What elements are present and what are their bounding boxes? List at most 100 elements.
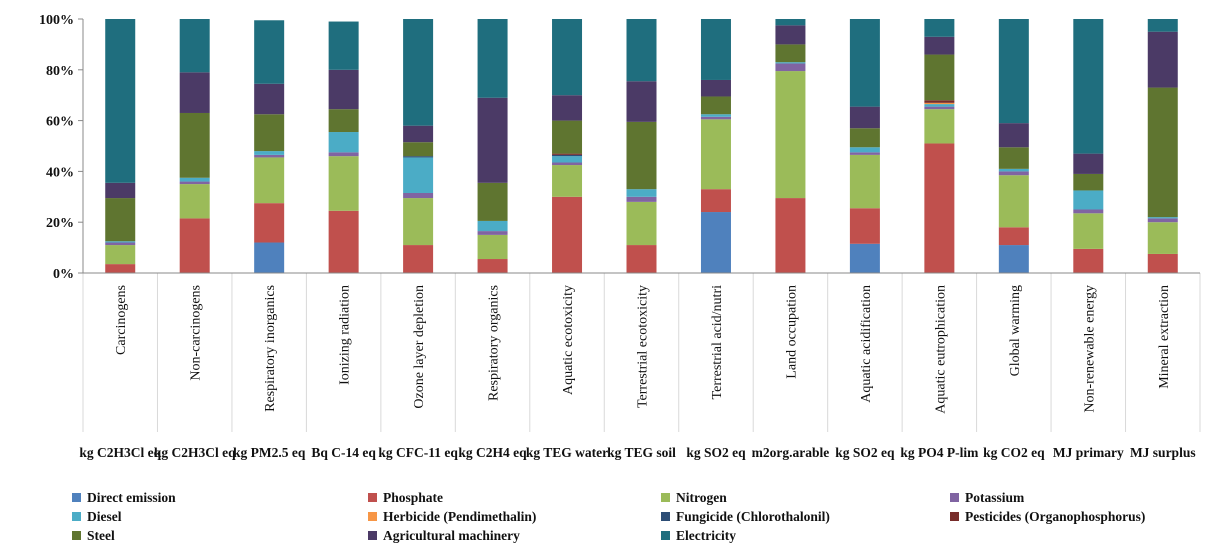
- bar-segment: [477, 220, 508, 232]
- bar-segment: [700, 189, 731, 213]
- unit-label: kg SO2 eq: [835, 445, 895, 460]
- bar-segment: [849, 152, 880, 155]
- legend-swatch: [368, 493, 377, 502]
- bar-segment: [998, 171, 1029, 176]
- bar-segment: [179, 218, 210, 273]
- bar-segment: [552, 154, 583, 157]
- bar-segment: [254, 83, 285, 115]
- bar-segment: [328, 21, 359, 70]
- bar-segment: [328, 210, 359, 273]
- bar-segment: [849, 106, 880, 129]
- unit-label: MJ surplus: [1130, 445, 1196, 460]
- bar-segment: [700, 96, 731, 115]
- legend-swatch: [661, 493, 670, 502]
- bar-segment: [254, 242, 285, 273]
- legend-swatch: [950, 512, 959, 521]
- bar-segment: [403, 245, 434, 273]
- bar-segment: [552, 120, 583, 154]
- unit-label: m2org.arable: [752, 445, 830, 460]
- bar-segment: [1073, 19, 1104, 154]
- unit-label: kg TEG water: [526, 445, 608, 460]
- bar-segment: [328, 152, 359, 157]
- bar-segment: [775, 25, 806, 45]
- bar-segment: [998, 168, 1029, 172]
- bar-segment: [254, 20, 285, 84]
- category-label: Aquatic acidification: [859, 285, 874, 403]
- bar-segment: [254, 154, 285, 158]
- bar-segment: [403, 142, 434, 157]
- bar-segment: [552, 19, 583, 96]
- plot-grid: [82, 273, 1201, 432]
- category-label: Terrestrial acid/nutri: [710, 285, 725, 400]
- bar-segment: [552, 165, 583, 197]
- category-label: Ozone layer depletion: [412, 285, 427, 409]
- bar-segment: [775, 44, 806, 63]
- bar-segment: [105, 264, 136, 273]
- category-labels: Carcinogens Non-carcinogens Respiratory in…: [114, 285, 1172, 414]
- bar-segment: [552, 156, 583, 163]
- bar-segment: [626, 19, 657, 82]
- legend-swatch: [950, 493, 959, 502]
- unit-label: kg C2H4 eq: [458, 445, 527, 460]
- bar-segment: [1147, 87, 1178, 218]
- unit-label: kg SO2 eq: [686, 445, 746, 460]
- bar-segment: [1147, 19, 1178, 32]
- unit-label: kg CFC-11 eq: [378, 445, 458, 460]
- bar-segment: [849, 154, 880, 209]
- bar-segment: [849, 208, 880, 244]
- bar-stacks: [105, 19, 1178, 273]
- y-tick-label: 40%: [46, 165, 74, 180]
- y-tick-label: 60%: [46, 115, 74, 130]
- category-label: Non-carcinogens: [189, 285, 204, 381]
- bar-segment: [552, 196, 583, 273]
- bar-segment: [998, 19, 1029, 124]
- bar-segment: [477, 97, 508, 183]
- unit-label: kg C2H3Cl eq: [154, 445, 236, 460]
- legend-swatch: [661, 531, 670, 540]
- legend-label: Direct emission: [87, 490, 176, 505]
- unit-label: kg PM2.5 eq: [233, 445, 306, 460]
- bar-segment: [1073, 173, 1104, 191]
- bar-segment: [849, 147, 880, 153]
- bar-segment: [849, 19, 880, 107]
- bar-segment: [477, 19, 508, 98]
- legend-swatch: [72, 493, 81, 502]
- axes: 0% 20% 40% 60% 80% 100%: [39, 13, 1200, 282]
- y-tick-label: 100%: [39, 13, 74, 28]
- category-label: Mineral extraction: [1157, 285, 1172, 389]
- legend-label: Phosphate: [383, 490, 443, 505]
- bar-segment: [775, 19, 806, 26]
- legend-label: Potassium: [965, 490, 1025, 505]
- legend-label: Steel: [87, 528, 115, 543]
- legend-label: Electricity: [676, 528, 736, 543]
- category-label: Terrestrial ecotoxicity: [636, 285, 651, 408]
- bar-segment: [403, 156, 434, 158]
- bar-segment: [626, 189, 657, 197]
- category-label: Ionizing radiation: [338, 285, 353, 385]
- bar-segment: [700, 19, 731, 80]
- bar-segment: [179, 181, 210, 185]
- legend-swatch: [72, 512, 81, 521]
- bar-segment: [998, 123, 1029, 148]
- bar-segment: [1073, 213, 1104, 249]
- bar-segment: [1073, 248, 1104, 273]
- bar-segment: [477, 182, 508, 221]
- bar-segment: [1073, 209, 1104, 214]
- bar-segment: [998, 175, 1029, 228]
- legend-label: Nitrogen: [676, 490, 727, 505]
- bar-segment: [328, 69, 359, 110]
- bar-segment: [626, 81, 657, 122]
- category-label: Aquatic eutrophication: [933, 285, 948, 414]
- bar-segment: [179, 19, 210, 73]
- bar-segment: [105, 245, 136, 265]
- bar-segment: [403, 192, 434, 199]
- bar-segment: [254, 151, 285, 155]
- bar-segment: [700, 79, 731, 97]
- legend: Direct emission Phosphate Nitrogen Potassiu…: [72, 490, 1145, 543]
- bar-segment: [1073, 153, 1104, 174]
- bar-segment: [924, 106, 955, 110]
- bar-segment: [626, 196, 657, 202]
- legend-label: Agricultural machinery: [383, 528, 520, 543]
